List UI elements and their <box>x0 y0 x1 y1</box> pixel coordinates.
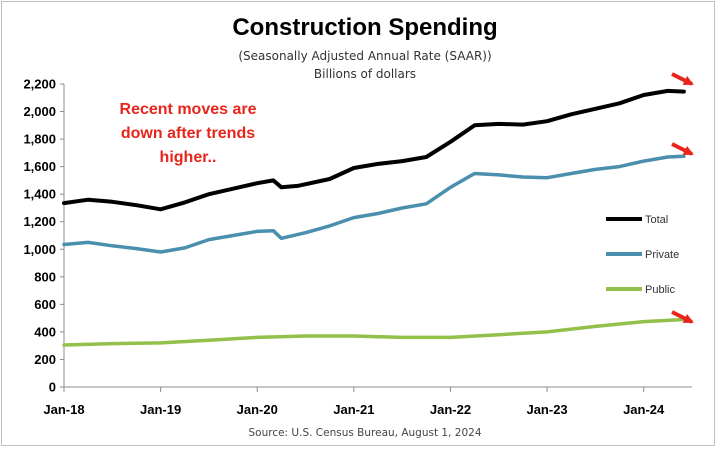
series-layer <box>62 88 686 347</box>
chart-title: Construction Spending <box>232 14 497 41</box>
legend: Total Private Public <box>606 214 679 296</box>
x-tick-label: Jan-20 <box>237 402 278 417</box>
series-line-private <box>62 154 686 254</box>
arrow-private-icon <box>671 142 694 156</box>
x-tick-label: Jan-24 <box>623 402 665 417</box>
x-tick-label: Jan-22 <box>430 402 471 417</box>
y-tick-label: 1,000 <box>23 242 56 257</box>
x-tick-label: Jan-21 <box>333 402 374 417</box>
axes: 0 200 400 600 800 1,000 1,200 1,400 1,600 1,800 2,… <box>23 77 692 417</box>
source-note: Source: U.S. Census Bureau, August 1, 20… <box>248 427 481 439</box>
legend-label-private: Private <box>645 249 679 261</box>
y-tick-label: 1,400 <box>23 187 56 202</box>
y-tick-label: 0 <box>49 380 56 395</box>
y-tick-label: 800 <box>34 269 56 284</box>
y-tick-label: 1,800 <box>23 132 56 147</box>
arrow-public-icon <box>671 310 694 324</box>
y-tick-label: 1,200 <box>23 214 56 229</box>
x-tick-label: Jan-23 <box>526 402 567 417</box>
y-tick-label: 2,000 <box>23 104 56 119</box>
legend-label-total: Total <box>645 214 668 226</box>
chart-subtitle-line-2: Billions of dollars <box>314 67 416 81</box>
y-tick-label: 400 <box>34 324 56 339</box>
y-tick-label: 600 <box>34 297 56 312</box>
annotation-line-3: higher.. <box>160 149 217 166</box>
legend-label-public: Public <box>645 284 675 296</box>
x-tick-label: Jan-19 <box>140 402 181 417</box>
series-line-total <box>62 88 686 212</box>
y-tick-label: 2,200 <box>23 77 56 92</box>
arrow-total-icon <box>671 72 694 86</box>
x-tick-label: Jan-18 <box>43 402 84 417</box>
y-tick-label: 1,600 <box>23 159 56 174</box>
annotation-line-1: Recent moves are <box>120 101 257 118</box>
series-line-public <box>62 317 686 347</box>
annotation-line-2: down after trends <box>121 125 255 142</box>
chart-subtitle-line-1: (Seasonally Adjusted Annual Rate (SAAR)) <box>238 49 491 63</box>
y-tick-label: 200 <box>34 352 56 367</box>
